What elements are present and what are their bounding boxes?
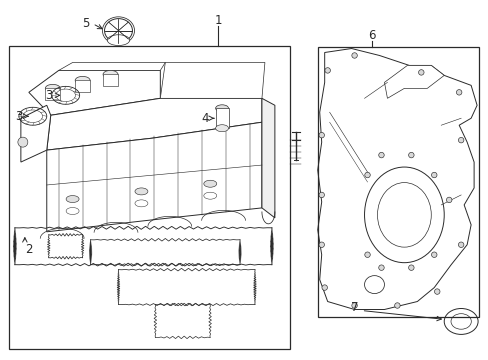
Text: 5: 5 <box>82 17 89 30</box>
Ellipse shape <box>446 197 451 203</box>
Ellipse shape <box>364 276 384 293</box>
Bar <box>75 80 90 92</box>
Ellipse shape <box>455 90 461 95</box>
Ellipse shape <box>418 70 423 75</box>
Polygon shape <box>47 122 262 232</box>
Polygon shape <box>384 66 443 98</box>
Ellipse shape <box>103 71 118 78</box>
Bar <box>9 45 289 349</box>
Ellipse shape <box>364 172 369 178</box>
Ellipse shape <box>378 152 384 158</box>
Ellipse shape <box>203 180 216 187</box>
Ellipse shape <box>457 138 463 143</box>
Ellipse shape <box>364 252 369 257</box>
Text: 2: 2 <box>25 243 33 256</box>
Text: 1: 1 <box>214 14 222 27</box>
Ellipse shape <box>364 167 443 263</box>
Ellipse shape <box>45 84 60 92</box>
Ellipse shape <box>443 309 477 334</box>
Text: 6: 6 <box>367 29 374 42</box>
Ellipse shape <box>378 265 384 270</box>
Ellipse shape <box>351 303 357 308</box>
Ellipse shape <box>394 303 399 308</box>
Polygon shape <box>21 105 51 162</box>
Ellipse shape <box>215 125 228 132</box>
Polygon shape <box>262 98 274 218</box>
Text: 3: 3 <box>15 110 22 123</box>
Ellipse shape <box>75 76 90 84</box>
Ellipse shape <box>430 252 436 257</box>
Ellipse shape <box>434 289 439 294</box>
Text: 4: 4 <box>201 112 208 125</box>
Ellipse shape <box>215 105 228 112</box>
Ellipse shape <box>321 285 327 290</box>
Text: 3: 3 <box>45 89 52 102</box>
Bar <box>317 46 478 318</box>
Ellipse shape <box>135 188 147 195</box>
Ellipse shape <box>408 265 413 270</box>
Bar <box>103 75 118 86</box>
Ellipse shape <box>324 68 330 73</box>
Polygon shape <box>160 62 264 98</box>
Polygon shape <box>47 98 262 150</box>
Ellipse shape <box>66 195 79 203</box>
Polygon shape <box>29 71 160 115</box>
Ellipse shape <box>430 172 436 178</box>
Ellipse shape <box>318 242 324 247</box>
Ellipse shape <box>408 152 413 158</box>
Ellipse shape <box>18 137 28 147</box>
Polygon shape <box>317 49 476 310</box>
Bar <box>215 108 228 128</box>
Ellipse shape <box>318 132 324 138</box>
Bar <box>45 88 60 100</box>
Ellipse shape <box>318 192 324 198</box>
Ellipse shape <box>351 53 357 58</box>
Ellipse shape <box>107 35 129 45</box>
Ellipse shape <box>104 19 132 42</box>
Polygon shape <box>59 62 165 71</box>
Ellipse shape <box>457 242 463 247</box>
Text: 7: 7 <box>350 301 358 314</box>
